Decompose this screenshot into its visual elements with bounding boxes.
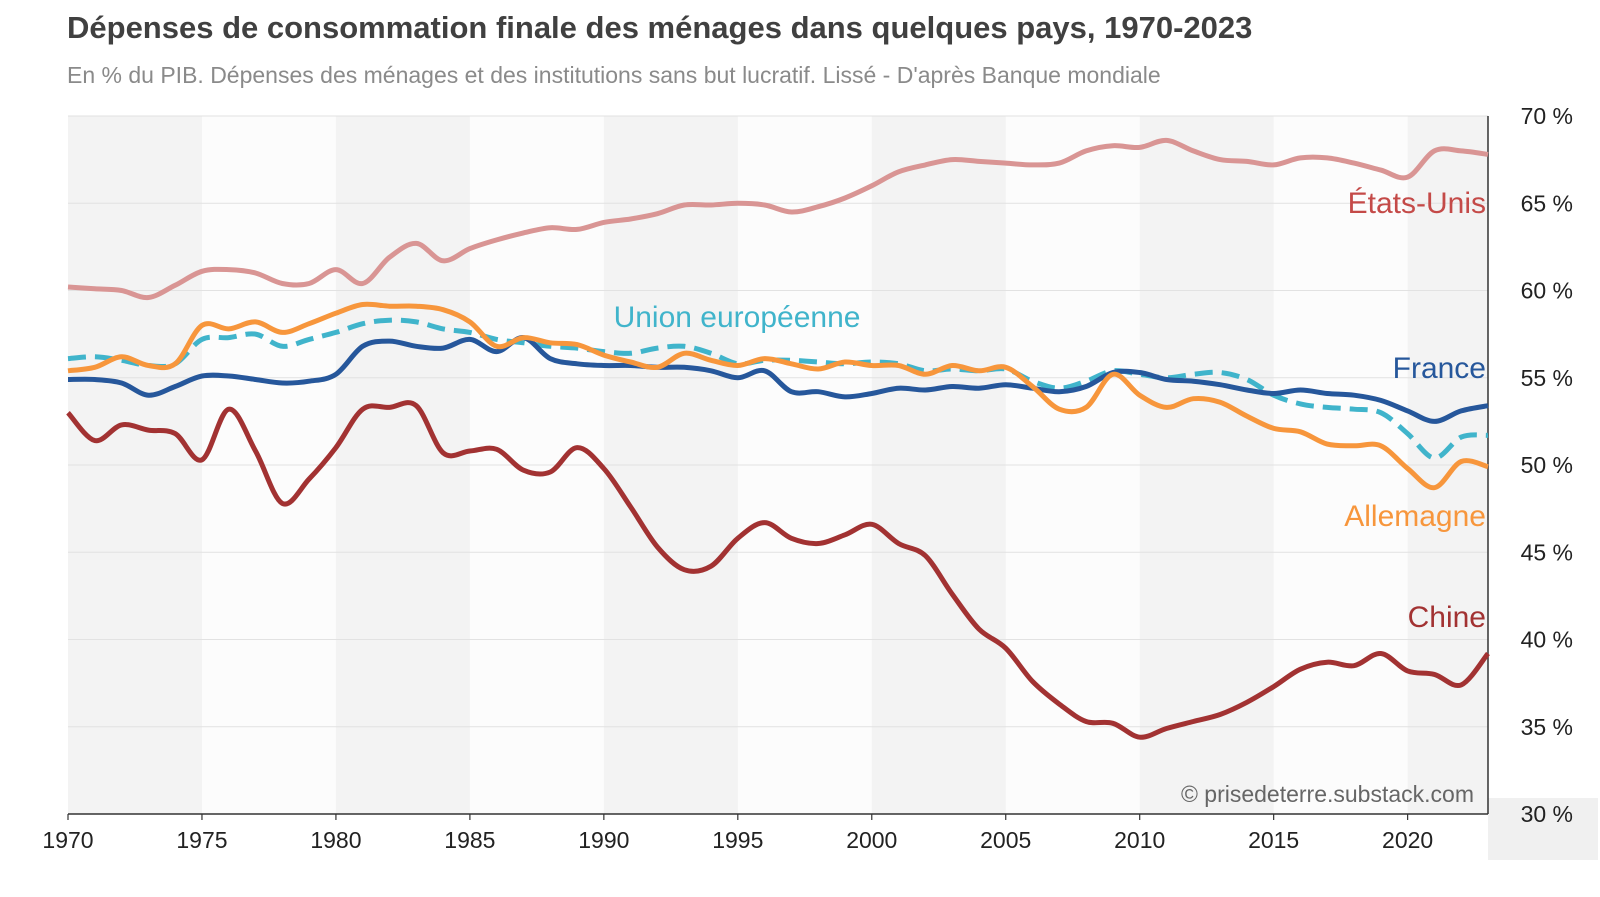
y-tick-label: 35 % (1521, 714, 1573, 740)
label-etats-unis: États-Unis (1348, 187, 1486, 220)
chart-subtitle: En % du PIB. Dépenses des ménages et des… (67, 62, 1161, 88)
series-labels: États-Unis Union européenne France Allem… (614, 187, 1486, 634)
y-tick-label: 45 % (1521, 539, 1573, 565)
y-tick-label: 65 % (1521, 190, 1573, 216)
series-line-etats-unis (67, 137, 1489, 301)
corner-box (1488, 798, 1598, 860)
x-tick-label: 1995 (712, 827, 763, 853)
plot-background-bands (68, 116, 1598, 860)
x-tick-label: 2005 (980, 827, 1031, 853)
axes: 30 % 35 % 40 % 45 % 50 % 55 % 60 % 65 % 70 % 1970… (42, 103, 1573, 853)
series-line-france (67, 335, 1489, 424)
x-tick-label: 1985 (444, 827, 495, 853)
label-france: France (1393, 352, 1486, 385)
y-tick-label: 55 % (1521, 365, 1573, 391)
series-line-chine (66, 400, 1490, 740)
credit-text: © prisedeterre.substack.com (1181, 781, 1474, 807)
y-tick-label: 70 % (1521, 103, 1573, 129)
y-tick-label: 40 % (1521, 627, 1573, 653)
y-tick-label: 50 % (1521, 452, 1573, 478)
x-tick-label: 1980 (310, 827, 361, 853)
label-chine: Chine (1408, 601, 1486, 634)
gridlines (68, 115, 1488, 728)
x-tick-label: 1975 (176, 827, 227, 853)
label-union-europeenne: Union européenne (614, 301, 861, 334)
x-tick-label: 2010 (1114, 827, 1165, 853)
series-lines (66, 137, 1490, 740)
y-tick-label: 60 % (1521, 278, 1573, 304)
series-line-allemagne (67, 301, 1489, 491)
label-allemagne: Allemagne (1344, 500, 1486, 533)
x-tick-label: 2015 (1248, 827, 1299, 853)
x-tick-label: 1970 (42, 827, 93, 853)
x-tick-label: 2000 (846, 827, 897, 853)
y-tick-label: 30 % (1521, 801, 1573, 827)
x-tick-label: 1990 (578, 827, 629, 853)
chart-title: Dépenses de consommation finale des ména… (67, 10, 1253, 45)
x-tick-label: 2020 (1382, 827, 1433, 853)
